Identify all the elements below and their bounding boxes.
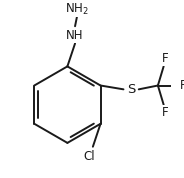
- Text: S: S: [127, 83, 135, 96]
- Text: Cl: Cl: [83, 150, 95, 163]
- Text: NH$_2$: NH$_2$: [65, 1, 89, 17]
- Text: F: F: [162, 106, 169, 119]
- Text: NH: NH: [66, 29, 84, 42]
- Text: F: F: [179, 79, 184, 92]
- Text: F: F: [162, 52, 169, 65]
